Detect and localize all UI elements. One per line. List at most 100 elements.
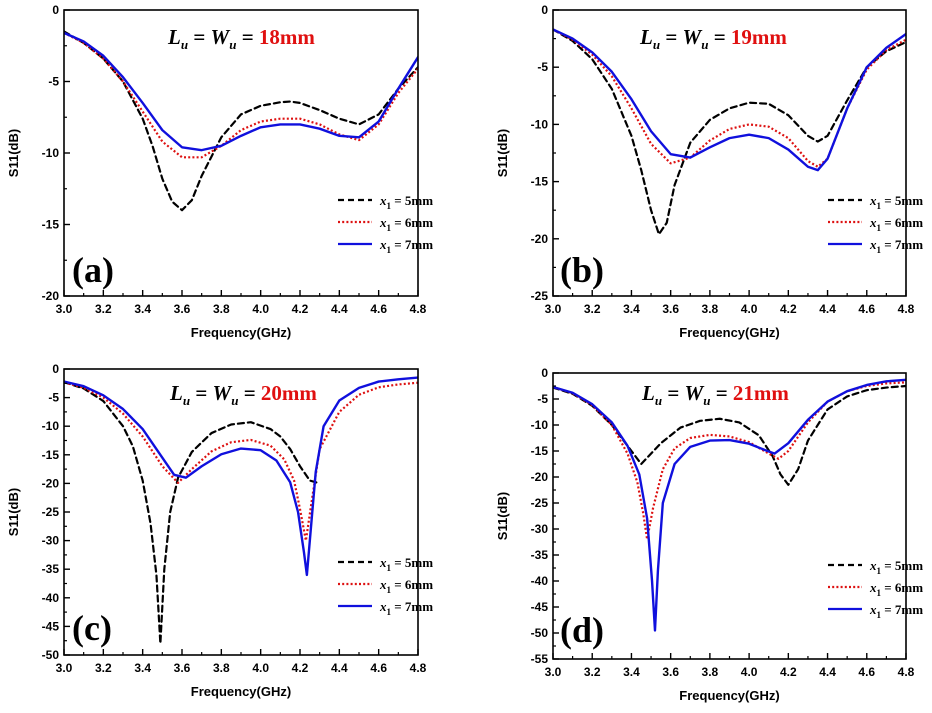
x-tick-label: 3.4 [623, 665, 640, 679]
x-tick-label: 3.6 [662, 302, 679, 316]
y-tick-label: -30 [531, 522, 549, 536]
x-tick-label: 3.2 [95, 302, 112, 316]
x-tick-label: 3.8 [702, 665, 719, 679]
y-tick-label: -5 [48, 391, 59, 405]
x-tick-label: 3.4 [134, 661, 151, 675]
series-line-5mm [553, 28, 906, 236]
legend: x1 = 5mm x1 = 6mm x1 = 7mm [338, 193, 433, 255]
x-tick-label: 4.2 [292, 661, 309, 675]
panel-letter: (a) [72, 250, 114, 290]
panel-letter: (b) [560, 250, 604, 290]
panel-letter: (d) [560, 610, 604, 650]
chart-panel-a: 3.0 3.2 3.4 3.6 3.8 4.0 4.2 4.4 4.6 4.8 0 -5 -10 -15 -… [6, 3, 433, 340]
legend: x1 = 5mm x1 = 6mm x1 = 7mm [828, 193, 923, 255]
plot-frame [552, 9, 907, 297]
legend-entry: x1 = 6mm [869, 580, 923, 598]
x-tick-label: 4.8 [410, 661, 427, 675]
series-line-7mm [553, 28, 906, 172]
x-tick-label: 3.8 [702, 302, 719, 316]
series-line-5mm [64, 30, 418, 212]
legend: x1 = 5mm x1 = 6mm x1 = 7mm [828, 558, 923, 620]
panel-title: Lu = Wu = 19mm [639, 25, 787, 52]
y-tick-label: 0 [52, 362, 59, 376]
x-tick-label: 4.0 [252, 661, 269, 675]
x-axis-label: Frequency(GHz) [191, 325, 291, 340]
x-tick-label: 4.4 [331, 661, 348, 675]
x-tick-label: 4.2 [780, 665, 797, 679]
y-tick-label: -35 [531, 548, 549, 562]
x-tick-label: 3.6 [174, 661, 191, 675]
x-axis-label: Frequency(GHz) [679, 688, 779, 703]
x-tick-label: 4.8 [898, 302, 915, 316]
x-tick-label: 4.2 [292, 302, 309, 316]
legend-entry: x1 = 6mm [869, 215, 923, 233]
legend-entry: x1 = 6mm [379, 215, 433, 233]
x-tick-label: 3.0 [545, 302, 562, 316]
x-axis-label: Frequency(GHz) [191, 684, 291, 699]
legend-entry: x1 = 7mm [379, 237, 433, 255]
x-tick-label: 3.4 [623, 302, 640, 316]
x-tick-label: 3.8 [213, 661, 230, 675]
x-tick-label: 4.4 [819, 665, 836, 679]
y-axis-label: S11(dB) [495, 129, 510, 177]
y-tick-label: -40 [531, 574, 549, 588]
y-tick-label: -50 [531, 626, 549, 640]
y-tick-label: -15 [531, 175, 549, 189]
legend-entry: x1 = 7mm [379, 599, 433, 617]
x-tick-label: 3.2 [584, 665, 601, 679]
y-tick-label: -20 [42, 476, 60, 490]
y-tick-label: -20 [42, 289, 60, 303]
y-tick-label: -15 [42, 448, 60, 462]
series-line-7mm [64, 376, 418, 577]
y-tick-label: -50 [42, 648, 60, 662]
chart-panel-b: 3.0 3.2 3.4 3.6 3.8 4.0 4.2 4.4 4.6 4.8 0 -5 -10 -15 -… [495, 3, 923, 340]
x-tick-label: 4.6 [370, 302, 387, 316]
x-tick-label: 4.4 [819, 302, 836, 316]
x-tick-label: 4.0 [741, 665, 758, 679]
series-line-6mm [64, 31, 418, 159]
x-tick-label: 3.0 [56, 302, 73, 316]
x-tick-label: 3.8 [213, 302, 230, 316]
y-tick-label: -20 [531, 470, 549, 484]
y-tick-label: -5 [537, 392, 548, 406]
series-line-7mm [553, 378, 906, 632]
x-axis-label: Frequency(GHz) [679, 325, 779, 340]
series-line-5mm [64, 381, 321, 645]
y-tick-label: -55 [531, 652, 549, 666]
y-tick-label: -25 [42, 505, 60, 519]
x-tick-label: 4.2 [780, 302, 797, 316]
legend-entry: x1 = 5mm [869, 193, 923, 211]
x-tick-label: 3.6 [662, 665, 679, 679]
x-tick-label: 4.0 [252, 302, 269, 316]
y-tick-label: -40 [42, 591, 60, 605]
legend-entry: x1 = 6mm [379, 577, 433, 595]
x-tick-label: 4.4 [331, 302, 348, 316]
x-tick-label: 3.2 [584, 302, 601, 316]
legend-entry: x1 = 7mm [869, 602, 923, 620]
y-tick-label: -25 [531, 289, 549, 303]
y-tick-label: -35 [42, 562, 60, 576]
y-tick-label: 0 [541, 366, 548, 380]
y-tick-label: -10 [42, 419, 60, 433]
x-tick-label: 4.6 [370, 661, 387, 675]
y-tick-label: -15 [531, 444, 549, 458]
y-tick-label: -25 [531, 496, 549, 510]
x-tick-label: 4.6 [858, 302, 875, 316]
legend-entry: x1 = 5mm [869, 558, 923, 576]
y-tick-label: -5 [537, 60, 548, 74]
y-tick-label: -45 [42, 619, 60, 633]
y-tick-label: 0 [52, 3, 59, 17]
y-tick-label: -10 [531, 418, 549, 432]
y-axis-label: S11(dB) [6, 129, 21, 177]
panel-letter: (c) [72, 608, 112, 648]
series-line-5mm [553, 384, 906, 486]
x-tick-label: 4.8 [898, 665, 915, 679]
legend: x1 = 5mm x1 = 6mm x1 = 7mm [338, 555, 433, 617]
x-tick-label: 4.8 [410, 302, 427, 316]
chart-panel-c: 3.0 3.2 3.4 3.6 3.8 4.0 4.2 4.4 4.6 4.8 0 -5 -10 -15 -… [6, 362, 433, 699]
y-tick-label: -10 [42, 146, 60, 160]
y-tick-label: -45 [531, 600, 549, 614]
plot-frame [63, 9, 419, 297]
y-tick-label: -30 [42, 534, 60, 548]
